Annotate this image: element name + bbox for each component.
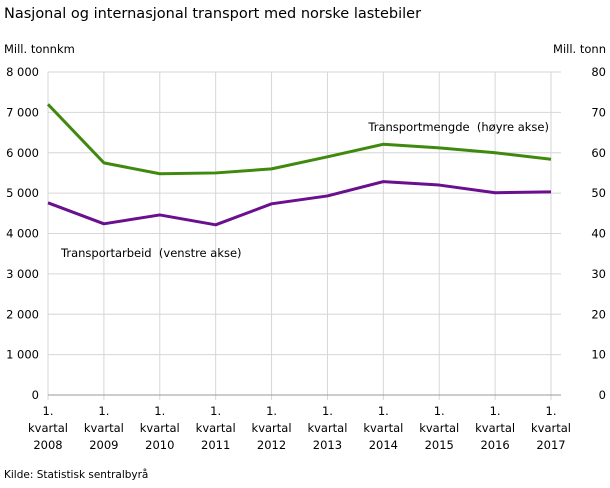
left-tick-label: 4 000 <box>6 227 39 241</box>
series-label-transportmengde: Transportmengde (høyre akse) <box>367 120 549 134</box>
x-tick-label: 1. <box>154 404 165 418</box>
x-tick-label: 2013 <box>313 438 342 452</box>
left-tick-label: 2 000 <box>6 307 39 321</box>
x-tick-label: kvartal <box>196 421 236 435</box>
x-tick-label: 1. <box>43 404 54 418</box>
right-tick-label: 40 <box>591 227 606 241</box>
x-tick-label: 2008 <box>33 438 62 452</box>
x-tick-label: 2016 <box>480 438 509 452</box>
right-tick-label: 70 <box>591 105 606 119</box>
x-tick-label: 1. <box>98 404 109 418</box>
x-tick-label: 1. <box>434 404 445 418</box>
left-tick-label: 5 000 <box>6 186 39 200</box>
x-tick-label: 1. <box>490 404 501 418</box>
left-tick-label: 8 000 <box>6 65 39 79</box>
series-line-right <box>46 103 552 176</box>
x-tick-label: 2012 <box>257 438 286 452</box>
right-tick-label: 10 <box>591 348 606 362</box>
x-tick-label: kvartal <box>531 421 571 435</box>
x-tick-label: kvartal <box>307 421 347 435</box>
source-note: Kilde: Statistisk sentralbyrå <box>4 469 149 481</box>
x-tick-label: 2017 <box>536 438 565 452</box>
x-tick-label: 2011 <box>201 438 230 452</box>
right-tick-label: 20 <box>591 307 606 321</box>
right-tick-label: 60 <box>591 146 606 160</box>
right-axis-label: Mill. tonn <box>553 42 606 56</box>
x-tick-label: 2009 <box>89 438 118 452</box>
chart-title: Nasjonal og internasjonal transport med … <box>4 6 422 22</box>
x-tick-label: kvartal <box>419 421 459 435</box>
left-axis-label: Mill. tonnkm <box>4 42 75 56</box>
x-tick-label: 2014 <box>369 438 398 452</box>
right-tick-label: 80 <box>591 65 606 79</box>
x-tick-label: kvartal <box>252 421 292 435</box>
left-tick-label: 0 <box>32 388 39 402</box>
right-tick-label: 50 <box>591 186 606 200</box>
left-tick-label: 7 000 <box>6 105 39 119</box>
x-tick-label: 2010 <box>145 438 174 452</box>
x-tick-label: 1. <box>378 404 389 418</box>
x-tick-label: 2015 <box>425 438 454 452</box>
x-tick-label: kvartal <box>84 421 124 435</box>
right-tick-label: 30 <box>591 267 606 281</box>
x-tick-label: kvartal <box>475 421 515 435</box>
x-tick-label: 1. <box>266 404 277 418</box>
left-tick-label: 3 000 <box>6 267 39 281</box>
series-label-transportarbeid: Transportarbeid (venstre akse) <box>60 246 242 260</box>
x-tick-label: 1. <box>546 404 557 418</box>
left-tick-label: 1 000 <box>6 348 39 362</box>
left-tick-label: 6 000 <box>6 146 39 160</box>
x-tick-label: 1. <box>322 404 333 418</box>
series-line-left <box>47 180 552 227</box>
x-tick-label: kvartal <box>28 421 68 435</box>
x-tick-label: 1. <box>210 404 221 418</box>
x-tick-label: kvartal <box>140 421 180 435</box>
x-tick-label: kvartal <box>363 421 403 435</box>
right-tick-label: 0 <box>599 388 606 402</box>
